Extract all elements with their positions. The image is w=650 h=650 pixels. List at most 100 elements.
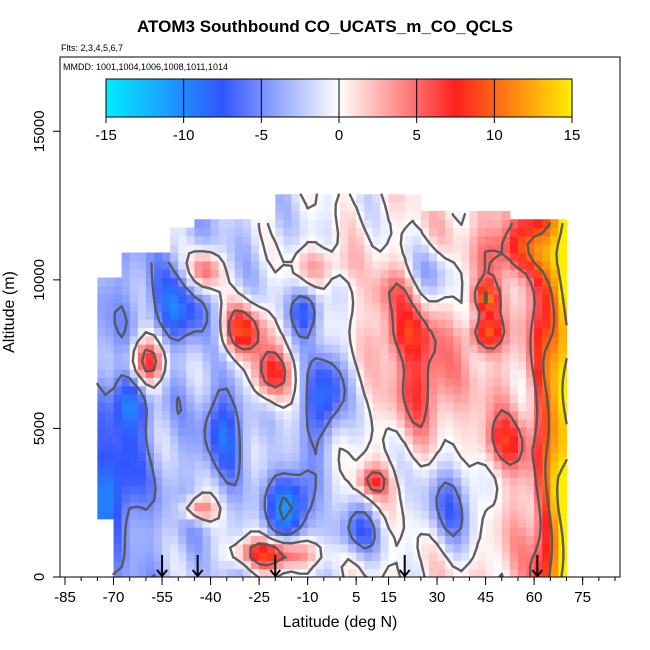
- flight-arrow-head: [269, 569, 282, 578]
- heatmap-cell: [186, 543, 196, 553]
- heatmap-cell: [210, 260, 220, 270]
- heatmap-cell: [412, 219, 422, 229]
- heatmap-cell: [412, 369, 422, 378]
- heatmap-cell: [348, 518, 357, 528]
- heatmap-cell: [137, 252, 147, 262]
- heatmap-cell: [299, 477, 309, 487]
- heatmap-cell: [364, 385, 373, 395]
- heatmap-cell: [315, 310, 325, 320]
- heatmap-cell: [178, 502, 187, 512]
- heatmap-cell: [307, 219, 317, 229]
- heatmap-cell: [477, 335, 487, 345]
- heatmap-cell: [129, 385, 139, 395]
- heatmap-cell: [526, 518, 535, 528]
- heatmap-cell: [153, 535, 163, 545]
- heatmap-cell: [226, 502, 236, 512]
- heatmap-cell: [194, 518, 204, 528]
- heatmap-cell: [315, 352, 325, 362]
- heatmap-cell: [105, 435, 115, 445]
- heatmap-cell: [428, 427, 438, 437]
- heatmap-cell: [323, 335, 333, 345]
- heatmap-cell: [291, 418, 301, 428]
- heatmap-cell: [323, 344, 333, 353]
- heatmap-cell: [364, 369, 373, 378]
- heatmap-cell: [267, 319, 276, 328]
- heatmap-cell: [437, 369, 446, 378]
- heatmap-cell: [428, 527, 438, 536]
- heatmap-cell: [445, 360, 454, 370]
- heatmap-cell: [404, 202, 414, 212]
- heatmap-cell: [348, 260, 357, 270]
- heatmap-cell: [291, 543, 301, 553]
- heatmap-cell: [242, 427, 252, 437]
- heatmap-cell: [234, 410, 244, 420]
- heatmap-cell: [113, 344, 123, 353]
- heatmap-cell: [404, 460, 414, 470]
- heatmap-cell: [218, 460, 228, 470]
- heatmap-cell: [477, 385, 487, 395]
- heatmap-cell: [453, 277, 462, 287]
- heatmap-cell: [299, 327, 309, 337]
- heatmap-cell: [226, 552, 236, 561]
- heatmap-cell: [380, 285, 390, 295]
- heatmap-cell: [121, 560, 131, 570]
- heatmap-cell: [517, 227, 527, 237]
- heatmap-cell: [542, 285, 551, 295]
- heatmap-cell: [105, 360, 115, 370]
- colorbar-tick-label: 0: [335, 127, 343, 144]
- heatmap-cell: [153, 460, 163, 470]
- heatmap-cell: [234, 518, 244, 528]
- heatmap-cell: [105, 369, 115, 378]
- heatmap-cell: [469, 369, 479, 378]
- colorbar: -15 -10 -5 0 5 10 15: [95, 78, 580, 144]
- heatmap-cell: [509, 543, 519, 553]
- heatmap-cell: [170, 285, 179, 295]
- heatmap-cell: [331, 327, 341, 337]
- heatmap-cell: [445, 219, 454, 229]
- heatmap-cell: [283, 493, 293, 503]
- heatmap-cell: [420, 510, 430, 520]
- heatmap-cell: [186, 235, 196, 245]
- heatmap-cell: [210, 535, 220, 545]
- heatmap-cell: [364, 344, 373, 353]
- heatmap-cell: [299, 452, 309, 462]
- heatmap-cell: [372, 477, 382, 487]
- heatmap-cell: [348, 568, 357, 577]
- heatmap-cell: [283, 327, 293, 337]
- heatmap-cell: [259, 319, 268, 328]
- heatmap-cell: [526, 443, 535, 453]
- heatmap-cell: [178, 510, 187, 520]
- heatmap-cell: [526, 302, 535, 312]
- heatmap-cell: [534, 277, 543, 287]
- heatmap-cell: [388, 435, 398, 445]
- heatmap-cell: [283, 535, 293, 545]
- heatmap-cell: [178, 302, 187, 312]
- heatmap-cell: [558, 443, 568, 453]
- heatmap-cell: [113, 560, 123, 570]
- heatmap-cell: [550, 443, 559, 453]
- heatmap-cell: [348, 443, 357, 453]
- heatmap-cell: [356, 435, 365, 445]
- heatmap-cell: [137, 344, 147, 353]
- heatmap-cell: [412, 244, 422, 254]
- y-tick-label: 15000: [31, 110, 48, 152]
- heatmap-cell: [234, 485, 244, 495]
- heatmap-cell: [145, 352, 155, 362]
- heatmap-cell: [218, 510, 228, 520]
- heatmap-cell: [259, 377, 268, 387]
- heatmap-cell: [267, 418, 276, 428]
- heatmap-cell: [97, 352, 107, 362]
- heatmap-cell: [469, 477, 479, 487]
- heatmap-cell: [291, 319, 301, 328]
- heatmap-cell: [331, 269, 341, 279]
- heatmap-cell: [331, 485, 341, 495]
- heatmap-cell: [315, 235, 325, 245]
- heatmap-cell: [404, 485, 414, 495]
- heatmap-cell: [234, 369, 244, 378]
- heatmap-cell: [542, 235, 551, 245]
- heatmap-cell: [340, 552, 349, 561]
- heatmap-cell: [437, 543, 446, 553]
- colorbar-ticks: -15 -10 -5 0 5 10 15: [95, 79, 580, 144]
- heatmap-cell: [437, 402, 446, 412]
- heatmap-cell: [242, 269, 252, 279]
